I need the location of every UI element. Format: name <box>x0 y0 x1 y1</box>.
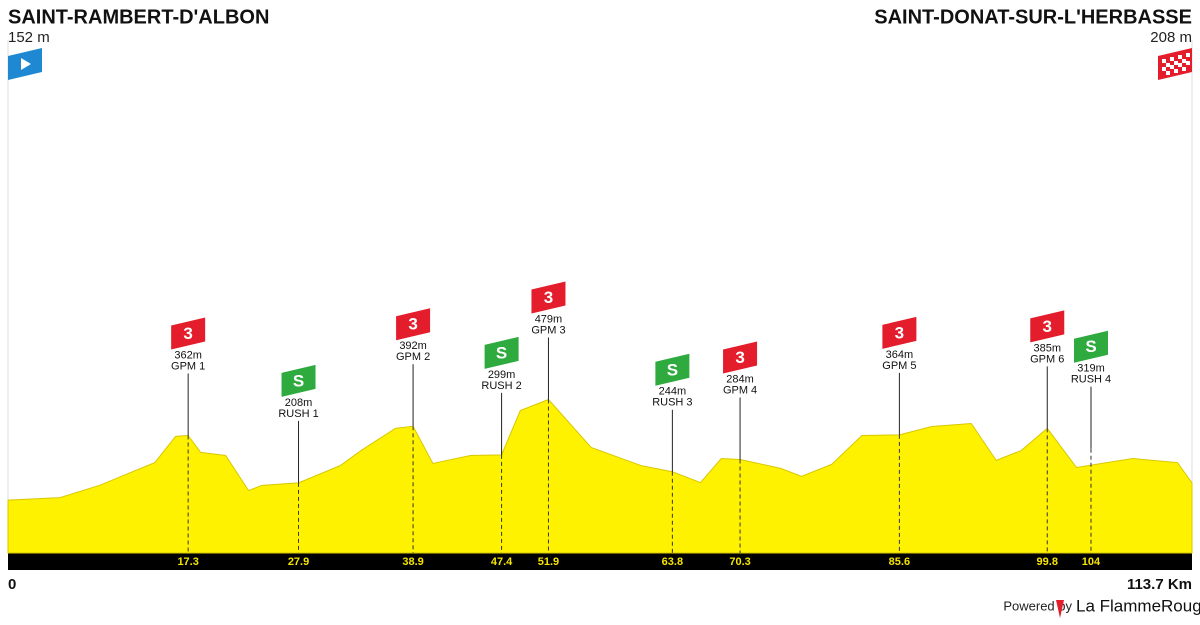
brand-logo <box>1056 600 1064 618</box>
brand: La FlammeRouge <box>1076 596 1200 615</box>
checkpoint-km: 47.4 <box>491 556 513 568</box>
flag-label: 3 <box>408 315 417 334</box>
checkpoint-name: GPM 3 <box>531 324 565 336</box>
finish-icon <box>1158 48 1192 80</box>
checkpoint-km: 85.6 <box>889 556 910 568</box>
checkpoint-altitude: 299m <box>488 369 516 381</box>
checkpoint-name: RUSH 2 <box>481 380 521 392</box>
flag-label: 3 <box>1043 317 1052 336</box>
checkpoint-altitude: 208m <box>285 397 313 409</box>
flag-label: S <box>293 371 304 390</box>
checkpoint-name: GPM 4 <box>723 384 757 396</box>
checkpoint-km: 27.9 <box>288 556 309 568</box>
checkpoint-name: RUSH 3 <box>652 397 692 409</box>
checkpoint-name: GPM 5 <box>882 360 916 372</box>
checkpoint-flag <box>1030 310 1065 343</box>
checkpoint-altitude: 284m <box>726 373 754 385</box>
powered-by: Powered by <box>1003 598 1072 613</box>
checkpoint-altitude: 392m <box>399 340 427 352</box>
checkpoint-flag <box>171 317 206 350</box>
checkpoint-flag <box>531 281 566 314</box>
checkpoint-flag <box>484 336 519 369</box>
finish-altitude: 208 m <box>1150 29 1192 46</box>
checkpoint-name: GPM 2 <box>396 351 430 363</box>
checkpoint-flag <box>723 341 758 374</box>
checkpoint-flag <box>655 353 690 386</box>
checkpoint-km: 104 <box>1082 556 1101 568</box>
start-icon <box>8 48 42 80</box>
checkpoint-km: 99.8 <box>1037 556 1058 568</box>
flag-label: S <box>496 343 507 362</box>
start-altitude: 152 m <box>8 29 50 46</box>
checkpoint-km: 38.9 <box>402 556 423 568</box>
flag-label: 3 <box>735 348 744 367</box>
checkpoint-altitude: 362m <box>174 349 202 361</box>
checkpoint-name: RUSH 4 <box>1071 374 1111 386</box>
flag-label: S <box>667 360 678 379</box>
checkpoint-altitude: 244m <box>659 386 687 398</box>
x-tick-label: 113.7 Km <box>1127 576 1192 593</box>
finish-name: SAINT-DONAT-SUR-L'HERBASSE <box>874 6 1192 28</box>
checkpoint-name: GPM 6 <box>1030 353 1064 365</box>
flag-label: 3 <box>895 323 904 342</box>
checkpoint-km: 51.9 <box>538 556 559 568</box>
checkpoint-km: 17.3 <box>177 556 198 568</box>
checkpoint-altitude: 319m <box>1077 363 1105 375</box>
checkpoint-name: RUSH 1 <box>278 408 318 420</box>
checkpoint-flag <box>396 308 431 341</box>
km-bar <box>8 553 1192 570</box>
checkpoint-flag <box>882 316 917 349</box>
checkpoint-altitude: 385m <box>1033 342 1061 354</box>
start-name: SAINT-RAMBERT-D'ALBON <box>8 6 269 28</box>
checkpoint-flag <box>281 364 316 397</box>
x-tick-label: 0 <box>8 576 16 593</box>
flag-label: 3 <box>544 288 553 307</box>
checkpoint-name: GPM 1 <box>171 360 205 372</box>
flag-label: S <box>1085 337 1096 356</box>
checkpoint-km: 70.3 <box>729 556 750 568</box>
checkpoint-km: 63.8 <box>662 556 683 568</box>
flag-label: 3 <box>183 324 192 343</box>
checkpoint-altitude: 479m <box>535 313 563 325</box>
checkpoint-altitude: 364m <box>886 349 914 361</box>
elevation-area <box>7 398 1193 554</box>
checkpoint-flag <box>1073 330 1108 363</box>
